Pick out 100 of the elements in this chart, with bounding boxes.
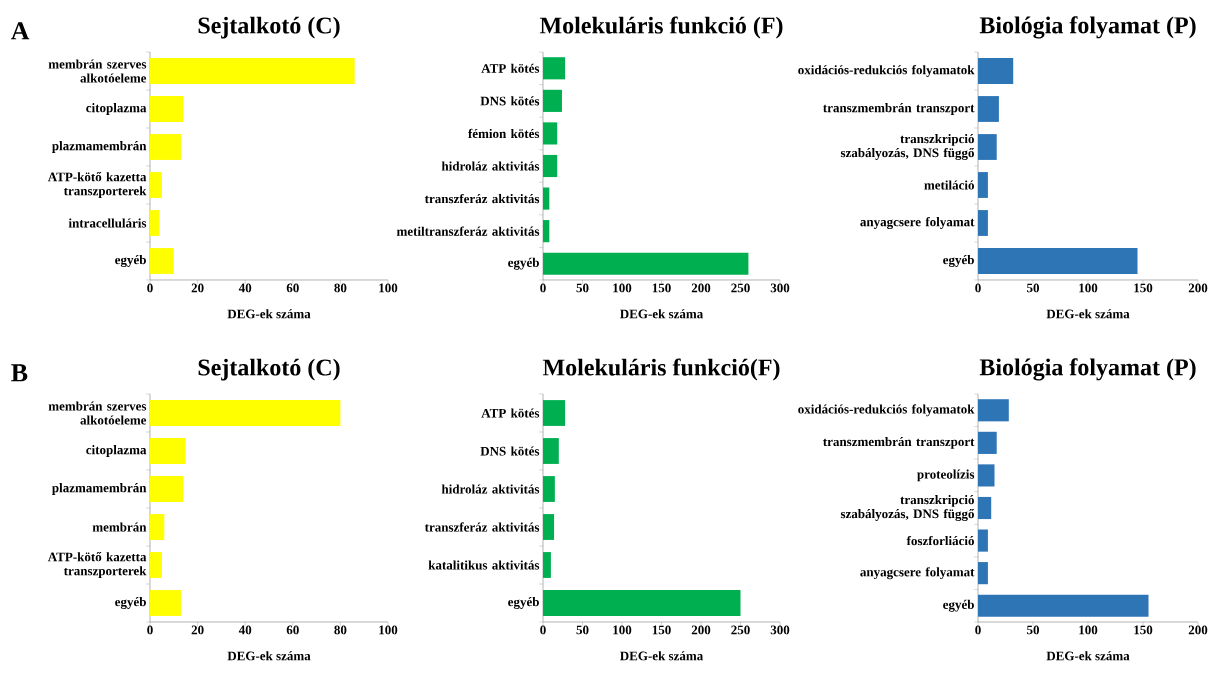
x-tick-label: 80 — [334, 283, 347, 293]
y-tick-label: citoplazma — [86, 445, 147, 457]
bar — [978, 399, 1009, 422]
y-tick-label: anyagcsere folyamat — [860, 216, 975, 230]
x-tick-label: 60 — [286, 283, 299, 293]
x-tick-label: 0 — [975, 283, 981, 293]
bar — [150, 96, 184, 122]
bar — [543, 552, 551, 578]
bar — [543, 154, 558, 178]
y-tick-label: egyéb — [508, 257, 539, 270]
y-tick-label: proteolízis — [917, 469, 975, 482]
bar — [543, 187, 550, 210]
y-tick-label: citoplazma — [86, 103, 147, 115]
bar — [150, 552, 162, 578]
bar — [150, 400, 341, 426]
y-tick-label: plazmamembrán — [52, 141, 147, 153]
bar — [543, 122, 558, 145]
x-axis-title: DEG-ek száma — [227, 651, 311, 661]
x-tick-label: 40 — [238, 625, 252, 635]
bar — [543, 57, 566, 80]
bar — [543, 514, 555, 540]
x-tick-label: 0 — [147, 283, 153, 293]
chart-title: Biológia folyamat (P) — [979, 16, 1196, 39]
x-tick-label: 250 — [731, 625, 750, 635]
bar — [978, 562, 988, 585]
x-tick-label: 0 — [540, 625, 546, 635]
x-tick-label: 100 — [613, 283, 632, 293]
x-tick-label: 100 — [1079, 625, 1098, 635]
x-tick-label: 300 — [770, 283, 790, 293]
x-tick-label: 100 — [379, 625, 398, 635]
y-tick-label: anyagcsere folyamat — [860, 567, 975, 580]
x-tick-label: 300 — [770, 625, 790, 635]
x-tick-label: 150 — [1134, 283, 1153, 293]
y-tick-label: fémion kötés — [468, 128, 540, 139]
x-tick-label: 50 — [1027, 625, 1040, 635]
bar — [543, 220, 550, 243]
y-tick-label: egyéb — [115, 255, 146, 267]
y-tick-label: egyéb — [508, 597, 539, 609]
bar — [978, 529, 988, 552]
text: A — [10, 22, 30, 40]
x-axis-title: DEG-ek száma — [1046, 651, 1130, 661]
x-tick-label: 150 — [652, 283, 671, 293]
y-tick-label: ATP kötés — [481, 63, 540, 73]
chart-title: Molekuláris funkció (F) — [539, 16, 783, 39]
x-tick-label: 100 — [379, 283, 398, 293]
x-tick-label: 100 — [1079, 283, 1098, 293]
x-tick-label: 50 — [576, 625, 589, 635]
y-tick-label: ATP kötés — [481, 408, 540, 418]
y-tick-label: membrán szerves alkotóeleme — [48, 59, 147, 83]
y-tick-label: transzmembrán transzport — [823, 436, 975, 449]
y-tick-label: hidroláz aktivitás — [441, 161, 540, 171]
bar — [543, 476, 555, 502]
y-tick-label: oxidációs-redukciós folyamatok — [798, 404, 975, 417]
chart-title: Sejtalkotó (C) — [198, 358, 340, 381]
y-tick-label: ATP-kötő kazetta transzporterek — [47, 552, 147, 578]
bar — [150, 590, 181, 616]
x-tick-label: 200 — [1188, 625, 1208, 635]
bar — [150, 210, 160, 236]
y-tick-label: metiláció — [924, 180, 974, 190]
y-tick-label: transzferáz aktivitás — [424, 522, 540, 532]
bar — [978, 594, 1149, 617]
x-tick-label: 0 — [540, 283, 546, 293]
y-tick-label: ATP-kötő kazetta transzporterek — [47, 172, 147, 198]
x-tick-label: 150 — [1134, 625, 1153, 635]
x-tick-label: 250 — [731, 283, 750, 293]
y-tick-label: transzmembrán transzport — [823, 103, 975, 115]
y-tick-label: egyéb — [115, 597, 146, 609]
chart-title: Sejtalkotó (C) — [198, 16, 340, 39]
y-tick-label: intracelluláris — [68, 218, 147, 228]
y-tick-label: transzkripció szabályozás, DNS függő — [840, 134, 975, 160]
bar — [978, 496, 992, 520]
x-tick-label: 0 — [147, 625, 153, 635]
y-tick-label: hidroláz aktivitás — [441, 484, 540, 494]
y-tick-label: oxidációs-redukciós folyamatok — [798, 65, 975, 77]
y-tick-label: DNS kötés — [480, 96, 540, 106]
bar — [150, 134, 181, 160]
x-tick-label: 0 — [975, 625, 981, 635]
y-tick-label: plazmamembrán — [52, 483, 147, 495]
x-tick-label: 200 — [691, 283, 711, 293]
x-tick-label: 20 — [191, 625, 204, 635]
y-tick-label: metiltranszferáz aktivitás — [396, 226, 540, 236]
x-tick-label: 100 — [613, 625, 632, 635]
y-tick-label: egyéb — [943, 255, 974, 267]
bar — [543, 438, 559, 464]
bar — [150, 476, 184, 502]
x-tick-label: 80 — [334, 625, 347, 635]
bar — [978, 134, 997, 160]
y-tick-label: transzferáz aktivitás — [424, 193, 540, 204]
bar — [150, 172, 162, 198]
x-axis-title: DEG-ek száma — [620, 309, 704, 319]
x-tick-label: 200 — [1188, 283, 1208, 293]
y-tick-label: katalitikus aktivitás — [428, 560, 540, 570]
bar — [150, 248, 174, 274]
x-tick-label: 40 — [238, 283, 252, 293]
y-tick-label: foszforliáció — [906, 535, 974, 546]
bar — [978, 464, 995, 487]
bar — [978, 58, 1014, 84]
bar — [978, 248, 1138, 274]
x-axis-title: DEG-ek száma — [620, 651, 704, 661]
bar — [543, 400, 566, 426]
